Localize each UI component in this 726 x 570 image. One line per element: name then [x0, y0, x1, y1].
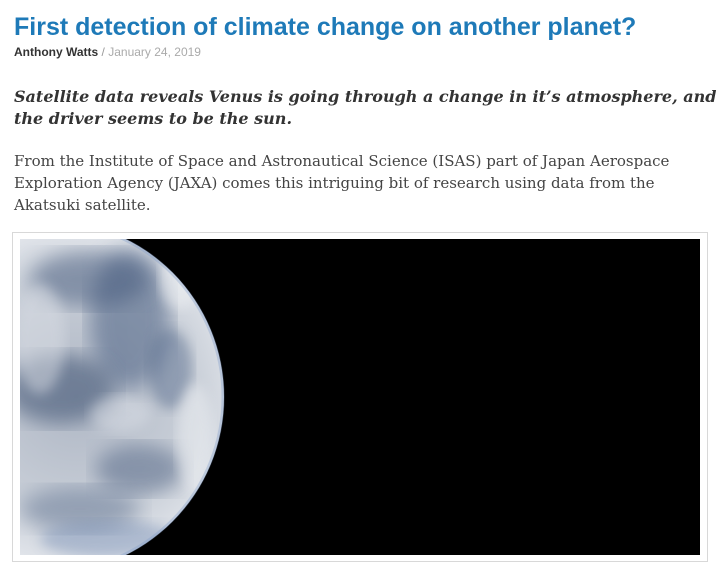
article-paragraph: From the Institute of Space and Astronau…: [14, 152, 670, 214]
article-lede: Satellite data reveals Venus is going th…: [14, 87, 717, 128]
article-meta: Anthony Watts / January 24, 2019: [14, 45, 201, 59]
venus-image-frame: [12, 232, 708, 562]
venus-planet: [20, 239, 225, 555]
post-date: January 24, 2019: [108, 45, 201, 59]
author-link[interactable]: Anthony Watts: [14, 45, 99, 59]
article-title[interactable]: First detection of climate change on ano…: [14, 13, 637, 41]
venus-image: [20, 239, 700, 555]
meta-separator: /: [98, 45, 109, 59]
